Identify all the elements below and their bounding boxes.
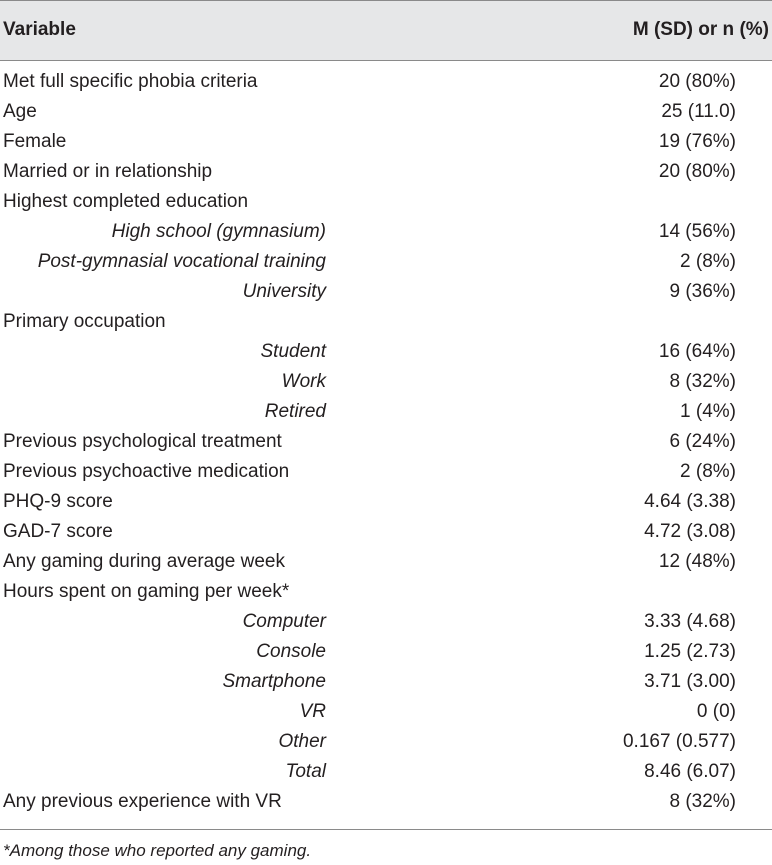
table-row: Smartphone 3.71 (3.00) (0, 667, 772, 697)
row-label: GAD-7 score (3, 521, 113, 542)
row-value: 4.72 (3.08) (644, 521, 736, 542)
row-label: Retired (264, 401, 326, 422)
table-header: Variable M (SD) or n (%) (0, 1, 772, 60)
table-row: Retired 1 (4%) (0, 397, 772, 427)
row-value: 12 (48%) (658, 551, 736, 572)
row-label: VR (299, 701, 326, 722)
table-row: Work 8 (32%) (0, 367, 772, 397)
row-value: 8 (32%) (669, 371, 736, 392)
table-row: Married or in relationship 20 (80%) (0, 157, 772, 187)
row-value: 6 (24%) (669, 431, 736, 452)
row-label: Console (256, 641, 326, 662)
bottom-rule (0, 829, 772, 830)
table-row: Post-gymnasial vocational training 2 (8%) (0, 247, 772, 277)
row-value: 25 (11.0) (661, 101, 736, 122)
table-row: Met full specific phobia criteria 20 (80%… (0, 67, 772, 97)
row-value: 8 (32%) (669, 791, 736, 812)
row-label: Other (278, 731, 326, 752)
table-row: Computer 3.33 (4.68) (0, 607, 772, 637)
table-row: VR 0 (0) (0, 697, 772, 727)
table-row: Age 25 (11.0) (0, 97, 772, 127)
table-row: Highest completed education (0, 187, 772, 217)
row-label: PHQ-9 score (3, 491, 113, 512)
row-value: 2 (8%) (680, 251, 736, 272)
row-label: Age (3, 101, 37, 122)
row-value: 9 (36%) (669, 281, 736, 302)
table-row: GAD-7 score 4.72 (3.08) (0, 517, 772, 547)
row-value: 4.64 (3.38) (644, 491, 736, 512)
row-label: Primary occupation (3, 311, 166, 332)
row-value: 8.46 (6.07) (644, 761, 736, 782)
row-value: 1 (4%) (680, 401, 736, 422)
row-label: Highest completed education (3, 191, 249, 212)
table-row: High school (gymnasium) 14 (56%) (0, 217, 772, 247)
header-variable: Variable (3, 19, 76, 40)
table-row: Previous psychoactive medication 2 (8%) (0, 457, 772, 487)
row-label: High school (gymnasium) (111, 221, 326, 242)
row-label: University (242, 281, 326, 302)
header-value: M (SD) or n (%) (632, 19, 769, 40)
table-row: Other 0.167 (0.577) (0, 727, 772, 757)
row-label: Any previous experience with VR (3, 791, 282, 812)
table-body: Met full specific phobia criteria 20 (80%… (0, 67, 772, 817)
table-row: Previous psychological treatment 6 (24%) (0, 427, 772, 457)
table-row: Student 16 (64%) (0, 337, 772, 367)
table-row: Primary occupation (0, 307, 772, 337)
table-row: Hours spent on gaming per week* (0, 577, 772, 607)
table-row: University 9 (36%) (0, 277, 772, 307)
row-label: Computer (242, 611, 326, 632)
row-label: Any gaming during average week (3, 551, 286, 572)
row-value: 2 (8%) (680, 461, 736, 482)
table-row: Total 8.46 (6.07) (0, 757, 772, 787)
row-label: Hours spent on gaming per week* (3, 581, 290, 602)
row-value: 14 (56%) (658, 221, 736, 242)
row-label: Previous psychoactive medication (3, 461, 290, 482)
row-value: 3.33 (4.68) (644, 611, 736, 632)
row-value: 16 (64%) (658, 341, 736, 362)
row-label: Work (281, 371, 326, 392)
row-label: Married or in relationship (3, 161, 213, 182)
table-row: Female 19 (76%) (0, 127, 772, 157)
row-label: Student (260, 341, 327, 362)
row-value: 0 (0) (696, 701, 736, 722)
row-label: Previous psychological treatment (3, 431, 282, 452)
table-row: PHQ-9 score 4.64 (3.38) (0, 487, 772, 517)
row-value: 19 (76%) (658, 131, 736, 152)
top-rule (0, 0, 772, 1)
row-value: 3.71 (3.00) (644, 671, 736, 692)
row-label: Met full specific phobia criteria (3, 71, 258, 92)
table-footnote: *Among those who reported any gaming. (3, 841, 312, 860)
row-value: 20 (80%) (658, 161, 736, 182)
row-label: Total (285, 761, 327, 782)
table-row: Console 1.25 (2.73) (0, 637, 772, 667)
row-value: 0.167 (0.577) (622, 731, 736, 752)
table-row: Any previous experience with VR 8 (32%) (0, 787, 772, 817)
row-label: Post-gymnasial vocational training (37, 251, 326, 272)
table-row: Any gaming during average week 12 (48%) (0, 547, 772, 577)
row-label: Smartphone (222, 671, 326, 692)
header-rule (0, 60, 772, 61)
row-value: 1.25 (2.73) (644, 641, 736, 662)
row-label: Female (3, 131, 67, 152)
row-value: 20 (80%) (658, 71, 736, 92)
